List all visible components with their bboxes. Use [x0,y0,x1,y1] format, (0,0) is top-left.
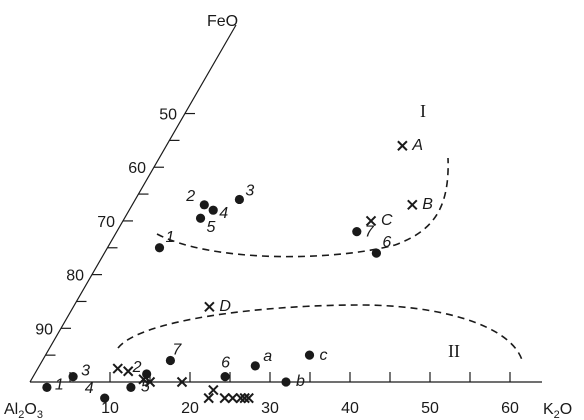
left-tick-label-80: 80 [66,268,84,285]
bottom-tick-label-40: 40 [341,400,359,417]
cross-marker-4-stroke-b [176,376,188,388]
cross-marker-4 [176,376,188,388]
cross-marker-5-stroke-b [208,384,219,396]
cross-marker-7-stroke-b [219,392,230,404]
cross-marker-8-stroke-b [227,392,238,404]
bottom-tick-label-60: 60 [501,400,519,417]
bottom-tick-label-20: 20 [181,400,199,417]
dot-label-lower-7: 7 [172,342,182,359]
dot-lower-3 [68,372,78,382]
cross-marker-10 [239,392,250,404]
cross-marker-7 [219,392,230,404]
region-i-label: I [420,101,426,121]
k-label: K [543,401,554,418]
dot-label-lower-2: 2 [132,359,142,376]
cross-label-a: A [411,137,423,154]
cross-marker-6 [203,392,214,404]
cross-marker-c [365,215,377,227]
cross-label-c: C [381,212,393,229]
cross-marker-0 [112,363,123,374]
bottom-axis-left-title: Al2O3 [4,401,43,420]
cross-marker-c-stroke-b [365,215,377,227]
dot-lower-c [304,350,315,360]
cross-marker-a [397,140,408,151]
dot-lower-6 [220,372,230,382]
dot-label-lower-b: b [296,373,305,390]
dot-label-upper-2: 2 [185,188,195,205]
cross-marker-0-stroke-b [112,363,123,374]
dot-upper-1 [154,243,165,253]
cross-marker-1 [122,366,134,377]
dot-upper-2 [199,200,209,210]
dot-lower-5 [126,382,136,392]
dot-upper-4 [208,205,218,215]
cross-marker-3-stroke-b [144,376,156,388]
dot-upper-7 [352,227,362,237]
cross-marker-11-stroke-b [243,392,254,404]
dot-label-upper-7: 7 [365,224,375,241]
dot-lower-2 [142,369,152,379]
cross-marker-a-stroke-b [397,140,408,151]
dot-upper-5 [195,213,206,223]
dot-label-lower-1: 1 [55,376,64,393]
dot-label-lower-c: c [320,347,328,364]
dot-upper-3 [234,194,244,205]
al-subscript: 2 [18,409,24,420]
dot-lower-4 [100,393,110,403]
dot-label-upper-1: 1 [166,229,175,246]
k-subscript: 2 [554,409,560,420]
k-o-label: O [560,401,572,418]
bottom-tick-label-30: 30 [261,400,279,417]
cross-marker-10-stroke-b [239,392,250,404]
dot-lower-7 [165,355,175,366]
cross-marker-d [204,301,215,313]
dot-upper-6 [371,248,381,258]
bottom-tick-label-50: 50 [421,400,439,417]
left-tick-label-90: 90 [35,321,53,338]
cross-marker-8 [227,392,238,404]
al-label: Al [4,401,18,418]
cross-marker-5 [208,384,219,396]
cross-marker-11 [243,392,254,404]
cross-marker-9-stroke-b [235,392,246,404]
cross-marker-d-stroke-b [204,301,215,313]
cross-marker-1-stroke-b [122,366,134,377]
dot-label-lower-4: 4 [85,380,94,397]
left-tick-label-70: 70 [97,214,115,231]
o-subscript: 3 [37,409,43,420]
left-axis-title: FeO [207,13,238,30]
cross-marker-b-stroke-b [407,199,418,211]
cross-marker-9 [235,392,246,404]
cross-marker-b [407,199,418,211]
dot-label-lower-6: 6 [221,355,230,372]
bottom-tick-label-10: 10 [101,400,119,417]
dot-label-upper-3: 3 [245,182,254,199]
dot-label-upper-6: 6 [382,234,391,251]
dot-label-upper-5: 5 [207,219,216,236]
dot-lower-1 [42,382,52,392]
cross-label-b: B [422,196,433,213]
axes [29,24,542,383]
dot-label-upper-4: 4 [219,205,228,222]
dot-lower-a [250,361,260,371]
left-tick-label-60: 60 [128,160,146,177]
o-label: O [24,401,36,418]
cross-marker-6-stroke-b [203,392,214,404]
region-ii-label: II [448,341,460,361]
region-ii-boundary [117,304,523,361]
axis-ticks: 10 20 30 40 50 60 50 60 70 80 90 [35,107,519,417]
cross-label-d: D [219,298,231,315]
dot-label-lower-5: 5 [141,378,150,395]
cross-marker-3 [144,376,156,388]
left-axis-line [29,24,237,383]
left-tick-label-50: 50 [159,107,177,124]
dot-label-lower-a: a [263,348,272,365]
bottom-axis-right-title: K2O [543,401,572,420]
dot-lower-b [281,377,291,387]
dot-label-lower-3: 3 [81,363,90,380]
